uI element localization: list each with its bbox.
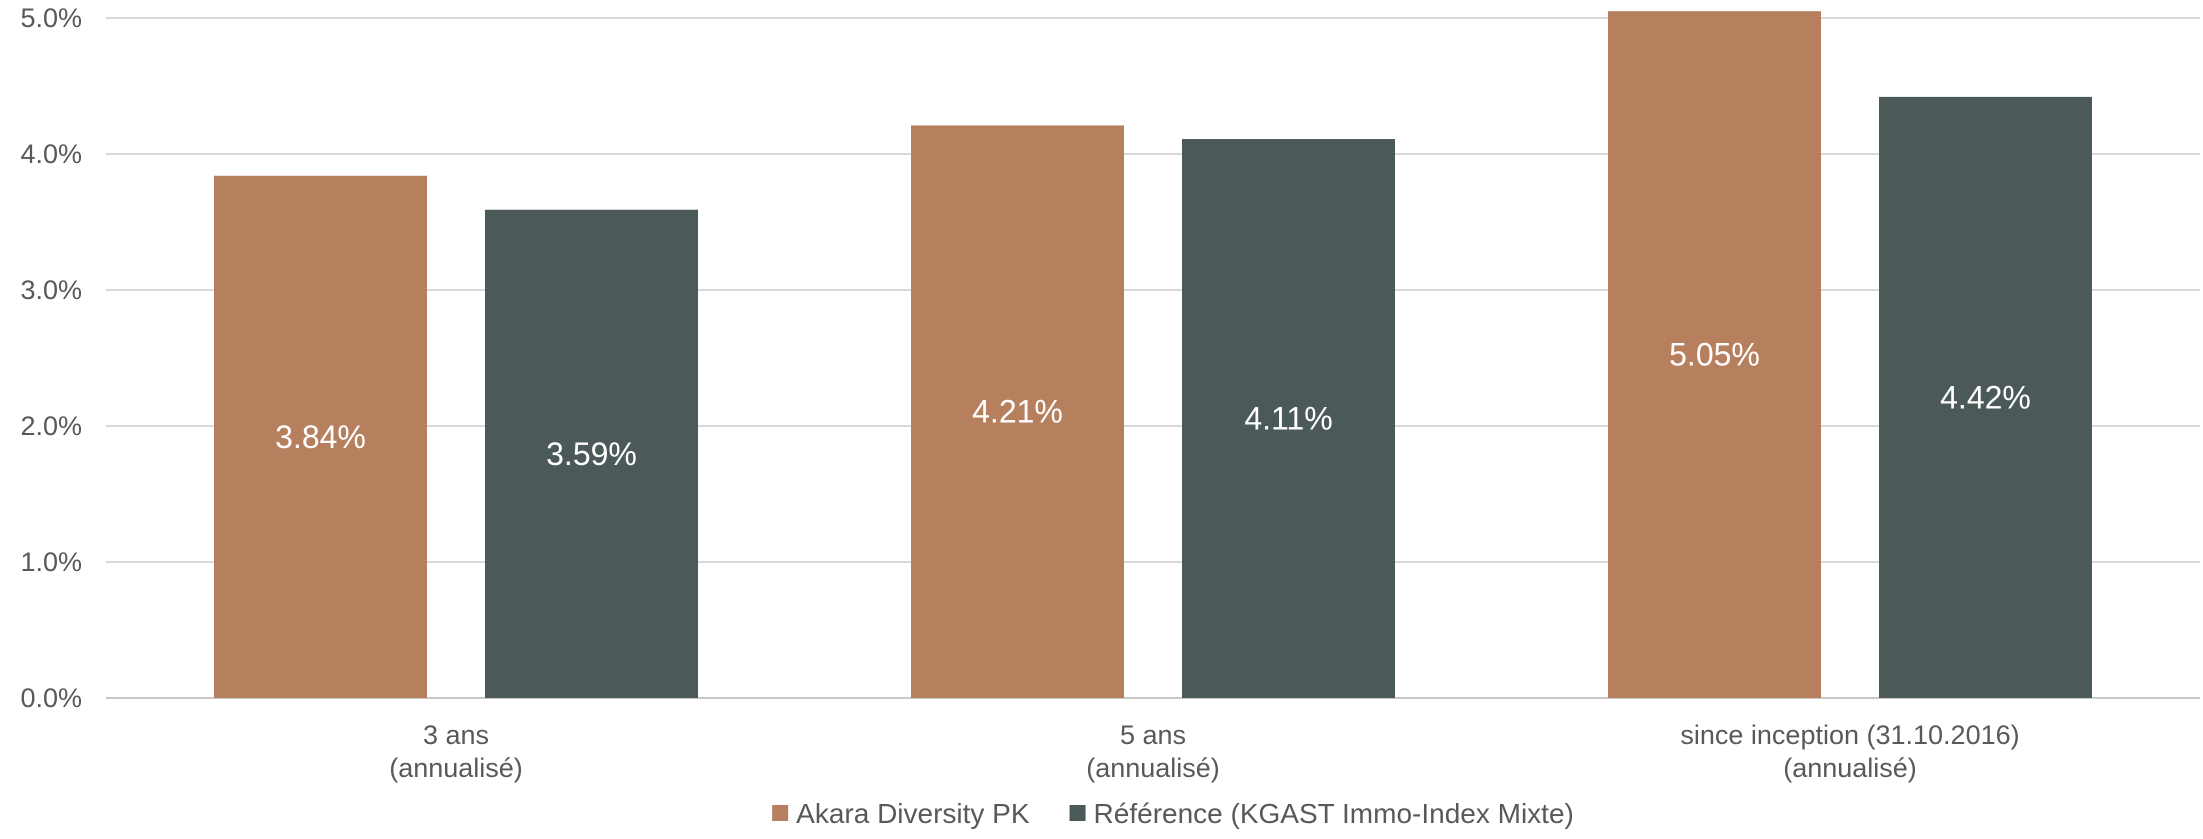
- data-label: 5.05%: [1669, 337, 1760, 373]
- bar: [911, 125, 1124, 698]
- y-tick-label: 2.0%: [20, 411, 82, 441]
- y-tick-label: 1.0%: [20, 547, 82, 577]
- legend: Akara Diversity PK Référence (KGAST Immo-…: [772, 798, 1574, 829]
- x-category-label: 5 ans: [1120, 720, 1186, 750]
- data-label: 4.42%: [1940, 379, 2031, 415]
- legend-label: Akara Diversity PK: [796, 798, 1030, 829]
- bar: [1608, 11, 1821, 698]
- x-category-label: (annualisé): [1086, 753, 1220, 783]
- data-label: 4.11%: [1244, 401, 1332, 437]
- data-label: 3.84%: [275, 419, 366, 455]
- x-category-label: 3 ans: [423, 720, 489, 750]
- bar: [1182, 139, 1395, 699]
- bar: [214, 175, 427, 698]
- x-category-label: (annualisé): [389, 753, 523, 783]
- bar: [1879, 96, 2092, 698]
- y-tick-label: 5.0%: [20, 3, 82, 33]
- y-tick-label: 0.0%: [20, 683, 82, 713]
- legend-swatch: [1069, 805, 1086, 821]
- bars: 3.84% 3.59% 4.21% 4.11% 5.05% 4.42%: [214, 11, 2092, 699]
- x-axis: 3 ans(annualisé)5 ans(annualisé)since in…: [389, 720, 2019, 783]
- y-tick-label: 4.0%: [20, 139, 82, 169]
- y-axis: 0.0% 1.0% 2.0% 3.0% 4.0% 5.0%: [20, 3, 82, 713]
- x-category-label: (annualisé): [1783, 753, 1917, 783]
- legend-swatch: [772, 805, 789, 821]
- data-label: 4.21%: [972, 394, 1063, 430]
- x-category-label: since inception (31.10.2016): [1680, 720, 2019, 750]
- legend-label: Référence (KGAST Immo-Index Mixte): [1094, 798, 1574, 829]
- data-label: 3.59%: [546, 436, 637, 472]
- y-tick-label: 3.0%: [20, 275, 82, 305]
- gridlines: [106, 17, 2200, 699]
- bar: [485, 209, 698, 698]
